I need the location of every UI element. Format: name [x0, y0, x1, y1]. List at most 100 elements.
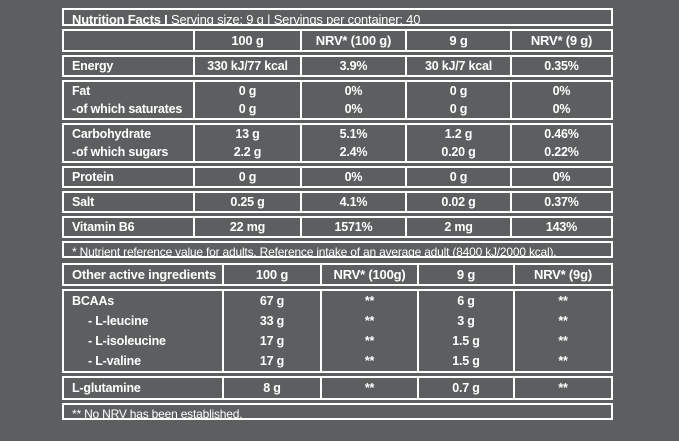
ingredient-label: BCAAs: [64, 291, 224, 311]
value-cell: 22 mg: [195, 218, 302, 236]
value-cell: 33 g: [224, 311, 322, 331]
group-salt: Salt 0.25 g 4.1% 0.02 g 0.37%: [62, 191, 613, 213]
value-cell: 0.37%: [544, 195, 579, 209]
row-l-leucine: - L-leucine 33 g ** 3 g **: [64, 311, 611, 331]
nutrient-label: Protein: [64, 168, 195, 186]
value-cell: 5.1%: [302, 125, 407, 143]
value-cell: **: [322, 291, 419, 311]
ingredients-header-nrv-100g: NRV* (100g): [322, 265, 419, 284]
value-cell: 0.02 g: [407, 193, 512, 211]
nutrition-facts-title-bar: Nutrition Facts I Serving size: 9 g | Se…: [62, 8, 613, 26]
value-cell: 1.5 g: [419, 351, 515, 371]
value-cell: 6 g: [419, 291, 515, 311]
value-cell: 0 g: [195, 168, 302, 186]
nutrient-label: Vitamin B6: [64, 218, 195, 236]
ingredient-label: - L-valine: [64, 351, 224, 371]
row-salt: Salt 0.25 g 4.1% 0.02 g 0.37%: [64, 193, 611, 211]
value-cell: 2 mg: [407, 218, 512, 236]
value-cell: **: [558, 354, 568, 368]
value-cell: 13 g: [195, 125, 302, 143]
other-active-ingredients-table: Other active ingredients 100 g NRV* (100…: [62, 263, 613, 420]
value-cell: 67 g: [224, 291, 322, 311]
row-l-valine: - L-valine 17 g ** 1.5 g **: [64, 351, 611, 371]
value-cell: 143%: [545, 220, 578, 234]
nutrition-facts-table: Nutrition Facts I Serving size: 9 g | Se…: [62, 8, 613, 258]
row-energy: Energy 330 kJ/77 kcal 3.9% 30 kJ/7 kcal …: [64, 57, 611, 75]
value-cell: **: [558, 381, 568, 395]
ingredients-header-nrv-9g: NRV* (9g): [534, 267, 592, 282]
row-fat: Fat 0 g 0% 0 g 0%: [64, 82, 611, 100]
column-header-9g: 9 g: [407, 31, 512, 50]
column-header-nrv-9g: NRV* (9 g): [530, 33, 593, 48]
nutrient-label: -of which saturates: [64, 100, 195, 118]
value-cell: 1.5 g: [419, 331, 515, 351]
ingredients-header-100g: 100 g: [224, 265, 322, 284]
row-protein: Protein 0 g 0% 0 g 0%: [64, 168, 611, 186]
value-cell: **: [558, 294, 568, 308]
value-cell: **: [322, 351, 419, 371]
group-carbohydrate: Carbohydrate 13 g 5.1% 1.2 g 0.46% -of w…: [62, 123, 613, 163]
ingredient-label: - L-leucine: [64, 311, 224, 331]
value-cell: 4.1%: [302, 193, 407, 211]
value-cell: 30 kJ/7 kcal: [407, 57, 512, 75]
group-energy: Energy 330 kJ/77 kcal 3.9% 30 kJ/7 kcal …: [62, 55, 613, 77]
column-header-100g: 100 g: [195, 31, 302, 50]
row-vitamin-b6: Vitamin B6 22 mg 1571% 2 mg 143%: [64, 218, 611, 236]
value-cell: 8 g: [224, 378, 322, 398]
value-cell: 0 g: [195, 100, 302, 118]
column-header-blank: [64, 31, 195, 50]
value-cell: 0%: [552, 102, 571, 116]
nutrient-label: Fat: [64, 82, 195, 100]
group-fat: Fat 0 g 0% 0 g 0% -of which saturates 0 …: [62, 80, 613, 120]
row-saturates: -of which saturates 0 g 0% 0 g 0%: [64, 100, 611, 118]
row-carbohydrate: Carbohydrate 13 g 5.1% 1.2 g 0.46%: [64, 125, 611, 143]
value-cell: 1.2 g: [407, 125, 512, 143]
group-vitamin-b6: Vitamin B6 22 mg 1571% 2 mg 143%: [62, 216, 613, 238]
value-cell: **: [558, 314, 568, 328]
label-body: Nutrition Facts I Serving size: 9 g | Se…: [62, 8, 613, 423]
value-cell: **: [322, 311, 419, 331]
value-cell: 1571%: [302, 218, 407, 236]
group-protein: Protein 0 g 0% 0 g 0%: [62, 166, 613, 188]
value-cell: 0%: [302, 82, 407, 100]
value-cell: 0.20 g: [407, 143, 512, 161]
value-cell: 0 g: [407, 82, 512, 100]
value-cell: 0.35%: [544, 59, 579, 73]
nrv-footnote: * Nutrient reference value for adults. R…: [62, 241, 613, 258]
nutrient-label: Energy: [64, 57, 195, 75]
row-sugars: -of which sugars 2.2 g 2.4% 0.20 g 0.22%: [64, 143, 611, 161]
value-cell: 3 g: [419, 311, 515, 331]
row-l-glutamine: L-glutamine 8 g ** 0.7 g **: [64, 378, 611, 398]
value-cell: **: [322, 331, 419, 351]
value-cell: 0%: [552, 170, 571, 184]
value-cell: 2.4%: [302, 143, 407, 161]
group-l-glutamine: L-glutamine 8 g ** 0.7 g **: [62, 376, 613, 400]
ingredient-label: - L-isoleucine: [64, 331, 224, 351]
row-bcaas: BCAAs 67 g ** 6 g **: [64, 291, 611, 311]
nutrient-label: Salt: [64, 193, 195, 211]
value-cell: 0.46%: [544, 127, 579, 141]
ingredients-header-row: Other active ingredients 100 g NRV* (100…: [62, 263, 613, 286]
value-cell: 0%: [302, 100, 407, 118]
row-l-isoleucine: - L-isoleucine 17 g ** 1.5 g **: [64, 331, 611, 351]
no-nrv-footnote: ** No NRV has been established.: [62, 403, 613, 420]
value-cell: **: [558, 334, 568, 348]
value-cell: **: [322, 378, 419, 398]
value-cell: 0%: [302, 168, 407, 186]
ingredients-header-9g: 9 g: [419, 265, 515, 284]
value-cell: 0 g: [407, 168, 512, 186]
column-header-row: 100 g NRV* (100 g) 9 g NRV* (9 g): [62, 29, 613, 52]
value-cell: 0 g: [407, 100, 512, 118]
ingredients-header-label: Other active ingredients: [64, 265, 224, 284]
value-cell: 17 g: [224, 351, 322, 371]
value-cell: 0%: [552, 84, 571, 98]
nutrient-label: Carbohydrate: [64, 125, 195, 143]
value-cell: 0.7 g: [419, 378, 515, 398]
value-cell: 330 kJ/77 kcal: [195, 57, 302, 75]
column-header-nrv-100g: NRV* (100 g): [302, 31, 407, 50]
nutrient-label: -of which sugars: [64, 143, 195, 161]
value-cell: 0.25 g: [195, 193, 302, 211]
value-cell: 0.22%: [544, 145, 579, 159]
title-serving-info: Serving size: 9 g | Servings per contain…: [170, 12, 421, 26]
